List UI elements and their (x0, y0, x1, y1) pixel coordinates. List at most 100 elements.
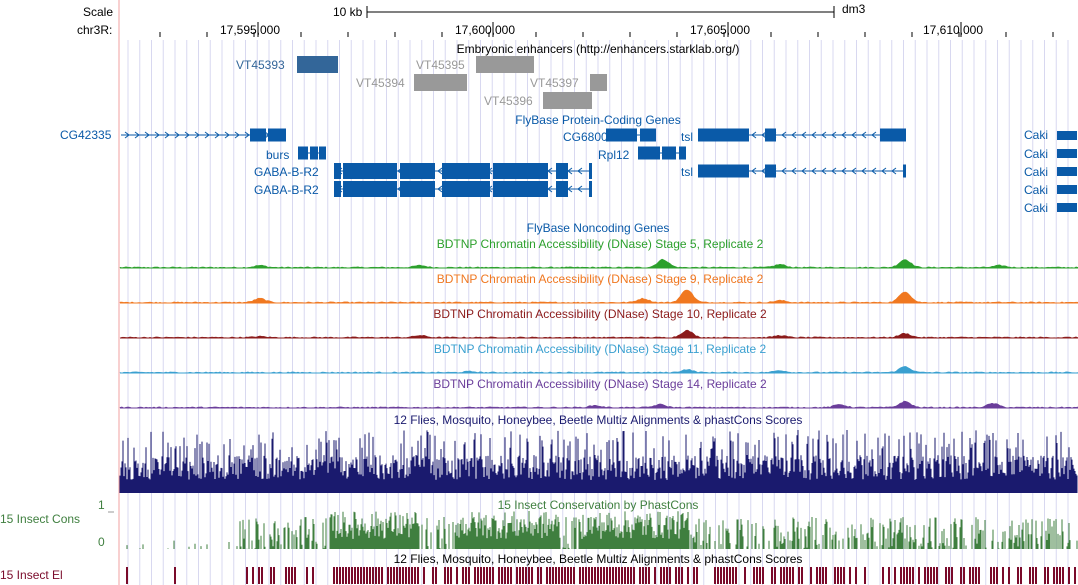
dnase-track-title[interactable]: BDTNP Chromatin Accessibility (DNase) St… (433, 377, 767, 391)
element-bar (396, 567, 398, 584)
element-bar (864, 567, 866, 584)
element-bar (786, 567, 788, 584)
gene-label[interactable]: Caki (1024, 165, 1049, 179)
insect-el-track-title[interactable]: 12 Flies, Mosquito, Honeybee, Beetle Mul… (393, 552, 803, 566)
gene-label[interactable]: Caki (1024, 147, 1049, 161)
dnase-track-title[interactable]: BDTNP Chromatin Accessibility (DNase) St… (433, 307, 767, 321)
element-bar (996, 567, 998, 584)
element-bar (927, 567, 929, 584)
enhancer-label[interactable]: VT45396 (484, 94, 533, 108)
element-bar (351, 567, 353, 584)
strand-arrow (801, 131, 807, 139)
enhancer-label[interactable]: VT45397 (530, 76, 579, 90)
element-bar (489, 567, 491, 584)
insect-cons-side-label[interactable]: 15 Insect Cons (0, 512, 81, 526)
strand-arrow (851, 167, 857, 175)
gene-label[interactable]: Rpl12 (598, 148, 630, 162)
element-bar (714, 567, 716, 584)
strand-arrow (821, 131, 827, 139)
element-bar (951, 567, 953, 584)
element-bar (570, 567, 572, 584)
element-bar (585, 567, 587, 584)
element-bar (639, 567, 641, 584)
element-bar (417, 567, 419, 584)
strand-arrow (841, 131, 847, 139)
enhancers-track-title[interactable]: Embryonic enhancers (http://enhancers.st… (456, 42, 740, 56)
element-bar (501, 567, 503, 584)
enhancer-label[interactable]: VT45394 (356, 76, 405, 90)
element-bar (975, 567, 977, 584)
chrom-label: chr3R: (77, 23, 113, 37)
element-bar (414, 567, 416, 584)
element-bar (609, 567, 611, 584)
enhancer-label[interactable]: VT45393 (236, 58, 285, 72)
element-bar (612, 567, 614, 584)
gene-label[interactable]: CG6800 (563, 130, 608, 144)
gene-exon (334, 181, 341, 197)
gene-exon (343, 181, 397, 197)
element-bar (1020, 567, 1022, 584)
element-bar (963, 567, 965, 584)
element-bar (336, 567, 338, 584)
element-bar (348, 567, 350, 584)
strand-arrow (821, 167, 827, 175)
strand-arrow (781, 167, 787, 175)
gene-label[interactable]: tsl (681, 130, 693, 144)
gene-exon (493, 163, 548, 179)
ruler-tick-label: 17,600,000 (454, 23, 516, 37)
element-bar (1035, 567, 1037, 584)
element-bar (567, 567, 569, 584)
gene-label[interactable]: tsl (681, 165, 693, 179)
element-bar (456, 567, 458, 584)
element-bar (288, 567, 290, 584)
strand-arrow (234, 131, 240, 139)
element-bar (729, 567, 731, 584)
gene-label[interactable]: CG42335 (60, 128, 112, 142)
insect-cons-track-title[interactable]: 15 Insect Conservation by PhastCons (497, 498, 699, 512)
element-bar (615, 567, 617, 584)
element-bar (849, 567, 851, 584)
element-bar (882, 567, 884, 584)
flybase-noncoding-track-title[interactable]: FlyBase Noncoding Genes (526, 221, 670, 235)
gene-exon (903, 164, 906, 178)
element-bar (273, 567, 275, 584)
flybase-protein-track-title[interactable]: FlyBase Protein-Coding Genes (515, 113, 681, 127)
insect-el-side-label[interactable]: 15 Insect El (0, 568, 63, 582)
strand-arrow (174, 131, 180, 139)
element-bar (366, 567, 368, 584)
gene-label[interactable]: Caki (1024, 128, 1049, 142)
gene-label[interactable]: Caki (1024, 183, 1049, 197)
strand-arrow (224, 131, 230, 139)
element-bar (645, 567, 647, 584)
dnase-track-title[interactable]: BDTNP Chromatin Accessibility (DNase) St… (436, 237, 764, 251)
dnase-track-title[interactable]: BDTNP Chromatin Accessibility (DNase) St… (433, 342, 767, 356)
element-bar (408, 567, 410, 584)
gene-exon (606, 128, 637, 142)
element-bar (798, 567, 800, 584)
gene-label[interactable]: GABA-B-R2 (254, 165, 319, 179)
gene-label[interactable]: GABA-B-R2 (254, 183, 319, 197)
element-bar (840, 567, 842, 584)
element-bar (972, 567, 974, 584)
element-bar (561, 567, 563, 584)
gene-label[interactable]: Caki (1024, 201, 1049, 215)
enhancer-label[interactable]: VT45395 (416, 58, 465, 72)
element-bar (819, 567, 821, 584)
strand-arrow (134, 131, 140, 139)
gene-exon (442, 163, 490, 179)
gene-label[interactable]: burs (266, 148, 290, 162)
element-bar (444, 567, 446, 584)
dnase-track-title[interactable]: BDTNP Chromatin Accessibility (DNase) St… (436, 272, 764, 286)
element-bar (474, 567, 476, 584)
element-bar (1059, 567, 1061, 584)
insect-cons-axis-max: 1 (98, 498, 105, 512)
strand-arrow (831, 167, 837, 175)
element-bar (1074, 567, 1076, 584)
element-bar (918, 567, 920, 584)
gene-exon (679, 146, 686, 160)
element-bar (783, 567, 785, 584)
gene-exon (400, 163, 435, 179)
multiz-track-title[interactable]: 12 Flies, Mosquito, Honeybee, Beetle Mul… (393, 413, 803, 427)
element-bar (693, 567, 695, 584)
